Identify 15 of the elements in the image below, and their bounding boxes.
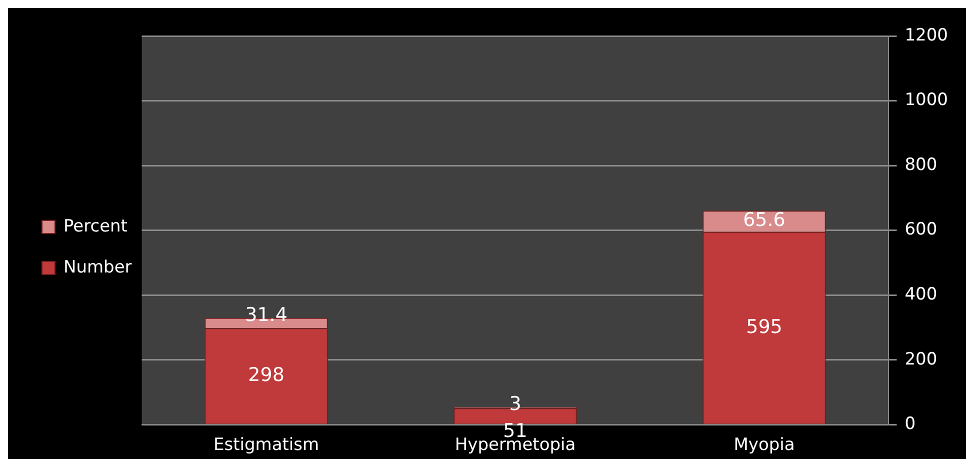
legend-label: Number	[64, 257, 132, 278]
y-tick-label: 1200	[904, 25, 948, 46]
data-label: 65.6	[743, 209, 786, 232]
legend-label: Percent	[64, 216, 128, 236]
x-tick-label: Estigmatism	[214, 435, 320, 456]
y-tick-label: 200	[904, 349, 938, 370]
y-tick-label: 400	[904, 284, 938, 304]
data-label: 595	[746, 316, 782, 338]
y-tick-label: 0	[904, 414, 916, 434]
data-label: 51	[503, 420, 528, 442]
data-label: 298	[248, 364, 284, 386]
y-tick-label: 600	[904, 220, 938, 240]
y-tick-label: 1000	[904, 90, 948, 110]
x-tick-label: Myopia	[734, 435, 795, 456]
y-tick-label: 800	[904, 154, 938, 175]
